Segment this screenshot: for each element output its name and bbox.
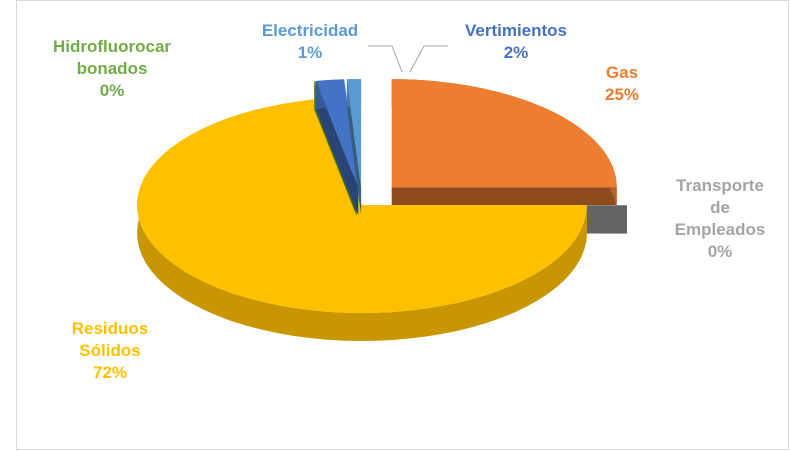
slice-wall (316, 81, 359, 216)
chart-border (16, 0, 789, 450)
label-name: Hidrofluorocarbonados (52, 37, 172, 78)
pie (137, 79, 627, 342)
label-value: 25% (604, 85, 640, 104)
data-label: Residuos Sólidos 72% (65, 318, 155, 384)
label-value: 1% (297, 43, 323, 62)
slice (316, 79, 359, 216)
label-name: Electricidad (261, 21, 359, 40)
label-value: 0% (99, 81, 125, 100)
leader-line (368, 45, 403, 73)
slice-top (137, 98, 587, 314)
label-value: 72% (92, 363, 128, 382)
data-label: Vertimientos 2% (462, 20, 570, 64)
data-label: Hidrofluorocarbonados 0% (50, 36, 175, 102)
label-name: Residuos Sólidos (71, 319, 149, 360)
slice (346, 79, 362, 215)
slice-side (314, 81, 316, 110)
label-name: Gas (605, 63, 639, 82)
slice-top (391, 79, 617, 188)
label-value: 2% (503, 43, 529, 62)
slice-top (346, 79, 362, 187)
label-name: Transporte de Empleados (674, 176, 766, 239)
slice-wall (346, 79, 362, 215)
data-label: Transporte de Empleados 0% (670, 175, 770, 263)
label-name: Vertimientos (464, 21, 568, 40)
data-label: Electricidad 1% (245, 20, 375, 64)
leader-line (409, 45, 448, 73)
label-value: 0% (707, 242, 733, 261)
data-label: Gas 25% (582, 62, 662, 106)
slice-top (316, 79, 359, 188)
